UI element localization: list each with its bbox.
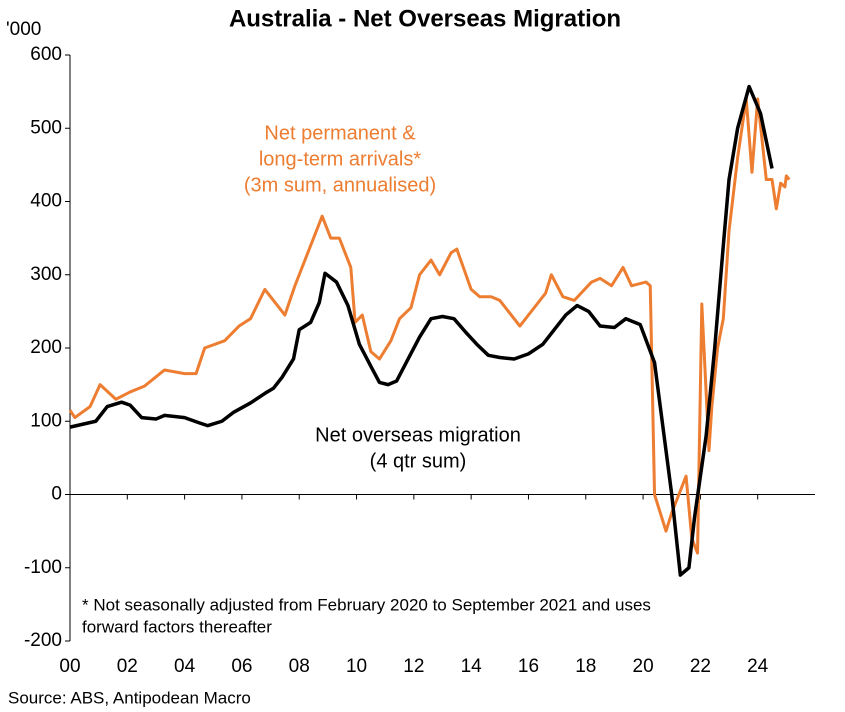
x-tick-label: 06 xyxy=(231,656,252,677)
footnote: forward factors thereafter xyxy=(82,617,272,636)
chart-title: Australia - Net Overseas Migration xyxy=(229,5,621,32)
x-tick-label: 00 xyxy=(59,656,80,677)
series-annotation: (3m sum, annualised) xyxy=(244,174,436,196)
x-tick-label: 10 xyxy=(346,656,367,677)
series-annotation: (4 qtr sum) xyxy=(370,450,467,472)
series-annotation: Net permanent & xyxy=(264,122,416,144)
y-tick-label: 100 xyxy=(30,410,62,431)
x-tick-label: 22 xyxy=(690,656,711,677)
footnote: * Not seasonally adjusted from February … xyxy=(82,595,651,614)
x-tick-label: 04 xyxy=(174,656,196,677)
x-tick-label: 20 xyxy=(633,656,654,677)
x-tick-label: 02 xyxy=(117,656,138,677)
x-tick-label: 12 xyxy=(403,656,424,677)
x-tick-label: 14 xyxy=(461,656,483,677)
y-tick-label: -200 xyxy=(24,630,62,651)
series-line xyxy=(69,84,774,577)
x-tick-label: 18 xyxy=(575,656,596,677)
x-tick-label: 24 xyxy=(747,656,769,677)
y-tick-label: 600 xyxy=(30,44,62,65)
y-tick-label: 500 xyxy=(30,117,62,138)
x-tick-label: 08 xyxy=(289,656,310,677)
source: Source: ABS, Antipodean Macro xyxy=(8,688,251,707)
series-annotation: long-term arrivals* xyxy=(259,148,421,170)
y-tick-label: -100 xyxy=(24,557,62,578)
x-tick-label: 16 xyxy=(518,656,539,677)
y-tick-label: 300 xyxy=(30,264,62,285)
series-annotation: Net overseas migration xyxy=(315,424,521,446)
series-line xyxy=(68,97,791,555)
y-unit: '000 xyxy=(6,19,41,40)
y-tick-label: 200 xyxy=(30,337,62,358)
y-tick-label: 0 xyxy=(51,484,62,505)
y-tick-label: 400 xyxy=(30,191,62,212)
